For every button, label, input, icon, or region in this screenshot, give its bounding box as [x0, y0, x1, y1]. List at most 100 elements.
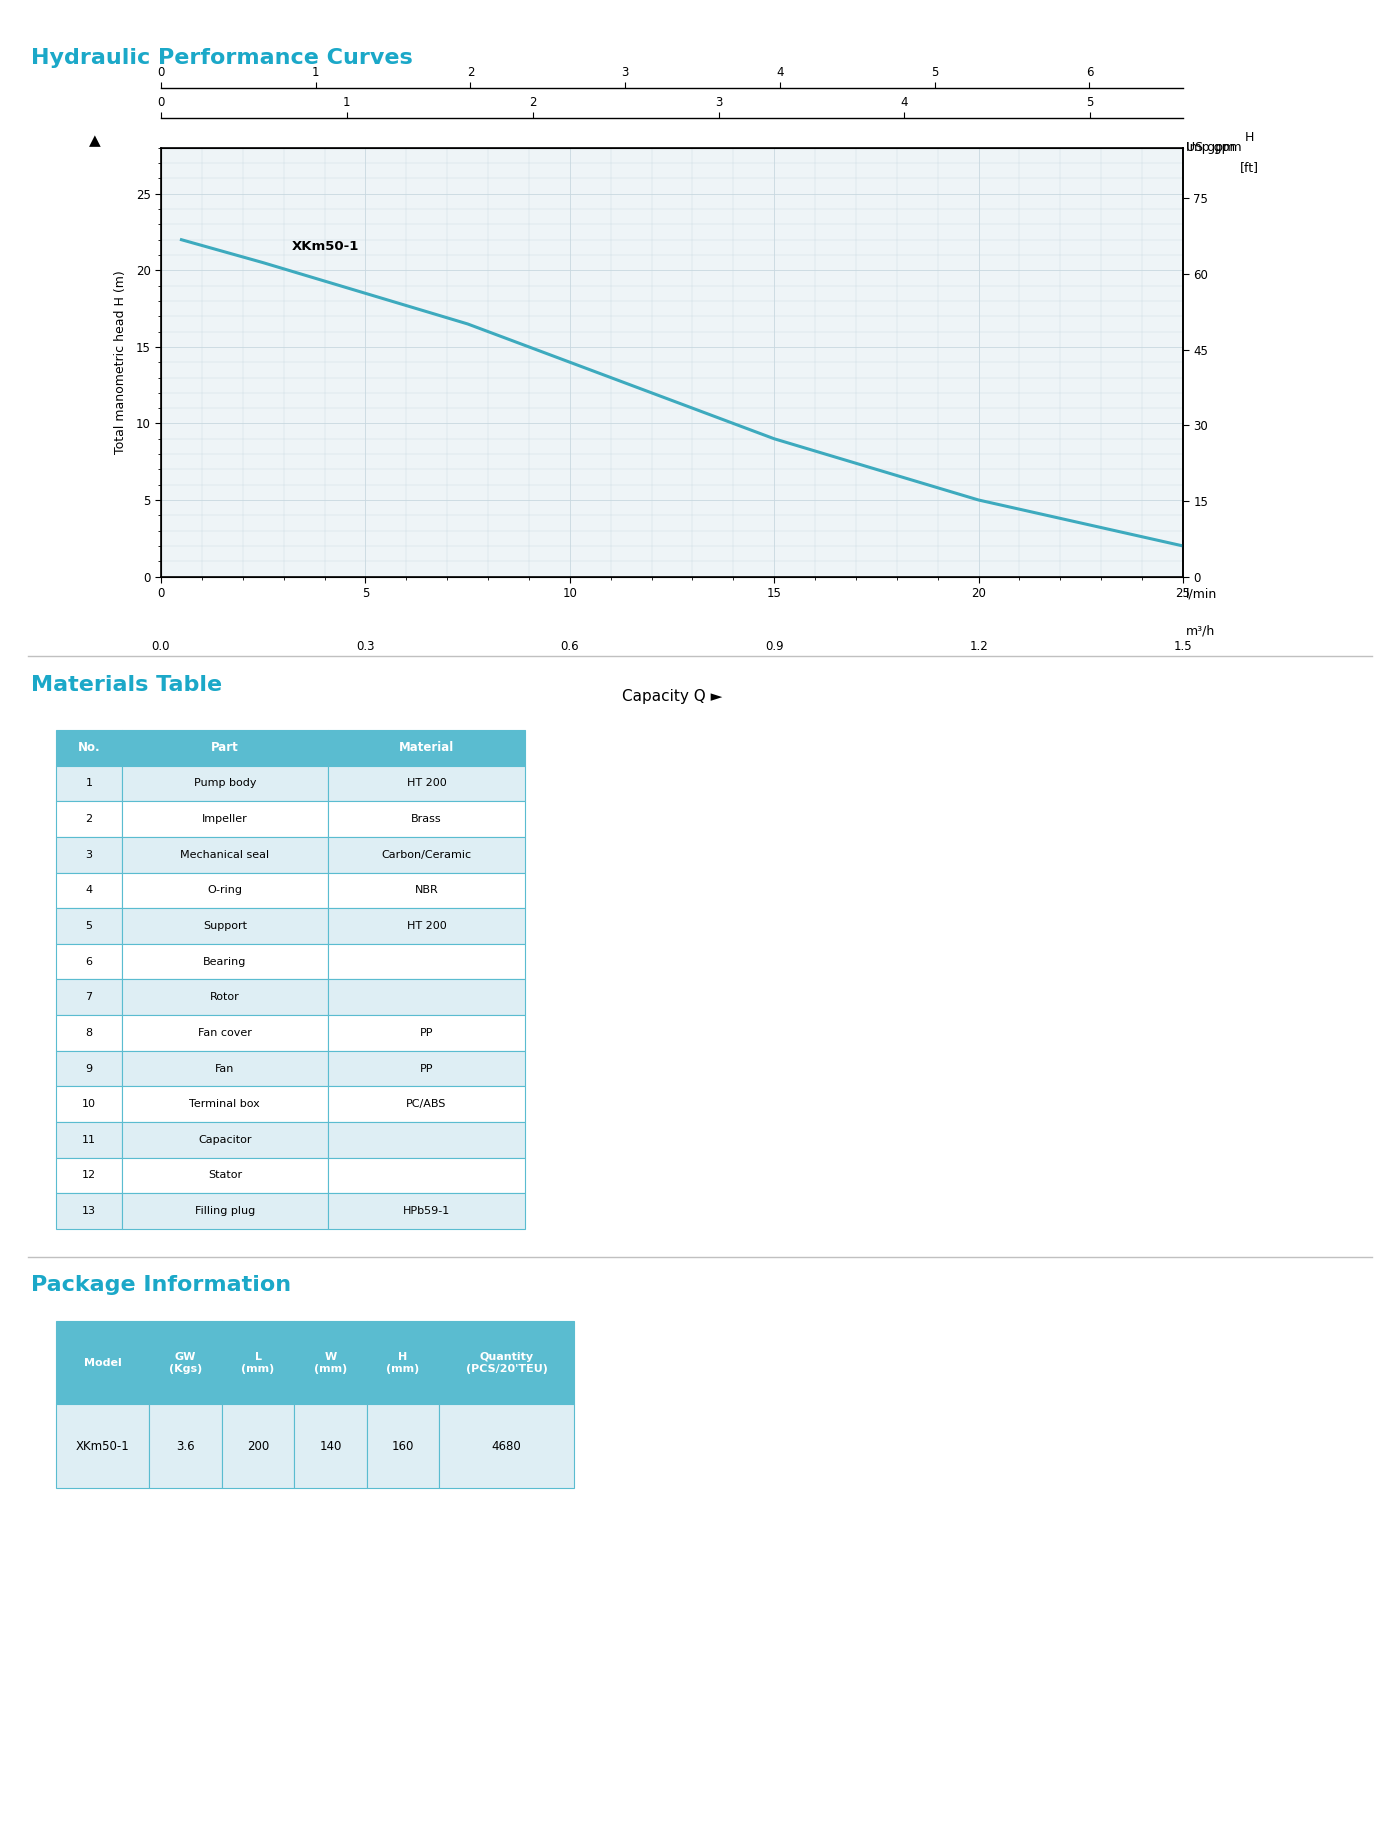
Text: XKm50-1: XKm50-1: [291, 240, 360, 253]
Text: l/min: l/min: [1186, 588, 1218, 601]
Bar: [122, 1015, 328, 1052]
Bar: [56, 1404, 150, 1488]
Bar: [122, 837, 328, 872]
Bar: [56, 979, 122, 1015]
Text: 8: 8: [85, 1027, 92, 1039]
Text: Fan: Fan: [216, 1064, 235, 1074]
Text: 5: 5: [85, 920, 92, 931]
Bar: [122, 1122, 328, 1157]
Bar: [328, 730, 525, 765]
Y-axis label: Total manometric head H (m): Total manometric head H (m): [115, 270, 127, 455]
Bar: [328, 1015, 525, 1052]
Bar: [328, 944, 525, 979]
Bar: [56, 872, 122, 907]
Text: Part: Part: [211, 741, 239, 754]
Text: 200: 200: [246, 1440, 269, 1453]
Text: 4: 4: [85, 885, 92, 894]
Bar: [221, 1321, 294, 1404]
Text: 10: 10: [81, 1100, 95, 1109]
Text: Imp gpm: Imp gpm: [1186, 140, 1242, 155]
Bar: [328, 1087, 525, 1122]
Bar: [56, 944, 122, 979]
Bar: [440, 1404, 574, 1488]
Bar: [122, 1157, 328, 1194]
Text: 11: 11: [81, 1135, 95, 1144]
Bar: [367, 1404, 440, 1488]
Bar: [56, 1052, 122, 1087]
Bar: [122, 802, 328, 837]
Text: Material: Material: [399, 741, 454, 754]
Bar: [56, 765, 122, 802]
Text: H: H: [1245, 131, 1254, 144]
Text: [ft]: [ft]: [1240, 161, 1259, 174]
Bar: [56, 1157, 122, 1194]
Bar: [56, 1321, 150, 1404]
Bar: [56, 1087, 122, 1122]
Text: Carbon/Ceramic: Carbon/Ceramic: [381, 850, 472, 859]
Text: HT 200: HT 200: [406, 920, 447, 931]
Bar: [328, 1157, 525, 1194]
Bar: [328, 1194, 525, 1229]
Bar: [367, 1321, 440, 1404]
Bar: [56, 1194, 122, 1229]
Text: Support: Support: [203, 920, 246, 931]
Bar: [328, 1122, 525, 1157]
Bar: [328, 765, 525, 802]
Bar: [122, 907, 328, 944]
Bar: [56, 907, 122, 944]
Bar: [440, 1321, 574, 1404]
Bar: [122, 944, 328, 979]
Text: Quantity
(PCS/20'TEU): Quantity (PCS/20'TEU): [466, 1353, 547, 1373]
Bar: [150, 1404, 221, 1488]
Text: Capacity Q ►: Capacity Q ►: [622, 689, 722, 704]
Text: 1: 1: [85, 778, 92, 789]
Text: m³/h: m³/h: [1186, 625, 1215, 638]
Bar: [328, 872, 525, 907]
Text: Brass: Brass: [412, 815, 442, 824]
Bar: [150, 1321, 221, 1404]
Text: Hydraulic Performance Curves: Hydraulic Performance Curves: [31, 48, 413, 68]
Text: PP: PP: [420, 1027, 433, 1039]
Bar: [122, 1052, 328, 1087]
Text: HT 200: HT 200: [406, 778, 447, 789]
Text: US gpm: US gpm: [1186, 140, 1235, 155]
Text: Filling plug: Filling plug: [195, 1207, 255, 1216]
Bar: [56, 1122, 122, 1157]
Bar: [56, 837, 122, 872]
Bar: [122, 1194, 328, 1229]
Text: Mechanical seal: Mechanical seal: [181, 850, 269, 859]
Bar: [221, 1404, 294, 1488]
Text: Rotor: Rotor: [210, 992, 239, 1002]
Text: 4680: 4680: [491, 1440, 522, 1453]
Bar: [56, 1015, 122, 1052]
Text: Impeller: Impeller: [202, 815, 248, 824]
Text: Model: Model: [84, 1358, 122, 1368]
Text: 12: 12: [81, 1170, 95, 1181]
Text: Terminal box: Terminal box: [189, 1100, 260, 1109]
Text: NBR: NBR: [414, 885, 438, 894]
Bar: [328, 1052, 525, 1087]
Text: 9: 9: [85, 1064, 92, 1074]
Text: GW
(Kgs): GW (Kgs): [169, 1353, 202, 1373]
Text: 3: 3: [85, 850, 92, 859]
Bar: [56, 802, 122, 837]
Text: Package Information: Package Information: [31, 1275, 291, 1295]
Bar: [122, 872, 328, 907]
Text: Capacitor: Capacitor: [197, 1135, 252, 1144]
Bar: [122, 979, 328, 1015]
Bar: [294, 1404, 367, 1488]
Text: Pump body: Pump body: [193, 778, 256, 789]
Text: W
(mm): W (mm): [314, 1353, 347, 1373]
Text: O-ring: O-ring: [207, 885, 242, 894]
Text: PP: PP: [420, 1064, 433, 1074]
Text: XKm50-1: XKm50-1: [76, 1440, 129, 1453]
Bar: [294, 1321, 367, 1404]
Text: ▲: ▲: [88, 133, 101, 148]
Bar: [328, 837, 525, 872]
Text: HPb59-1: HPb59-1: [403, 1207, 451, 1216]
Text: No.: No.: [77, 741, 101, 754]
Text: 160: 160: [392, 1440, 414, 1453]
Bar: [122, 730, 328, 765]
Text: 2: 2: [85, 815, 92, 824]
Text: 140: 140: [319, 1440, 342, 1453]
